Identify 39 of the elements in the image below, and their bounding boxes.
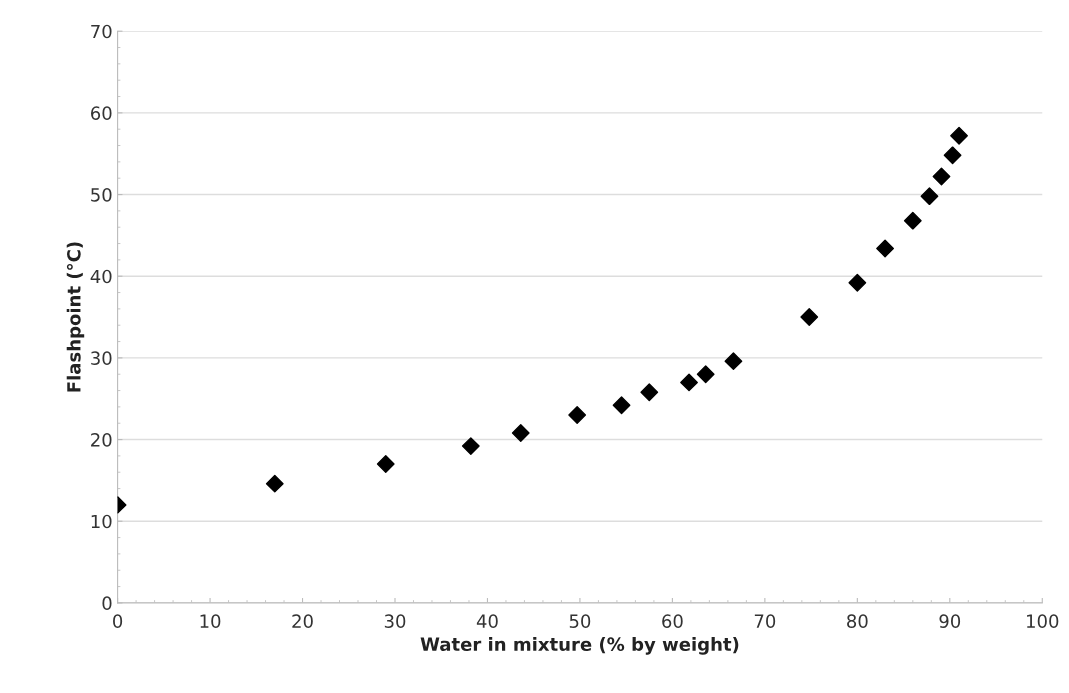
y-tick-label: 20 xyxy=(91,433,112,447)
y-tick-label: 10 xyxy=(91,514,112,529)
point xyxy=(800,308,819,326)
point xyxy=(876,239,894,258)
point xyxy=(943,146,962,165)
y-tick-label: 30 xyxy=(91,351,112,365)
x-tick-label: 70 xyxy=(754,614,776,628)
point xyxy=(568,406,587,424)
y-tick-label: 40 xyxy=(90,269,112,284)
x-axis-title: Water in mixture (% by weight) xyxy=(420,637,739,655)
point xyxy=(265,474,284,493)
point xyxy=(612,396,631,415)
x-tick-label: 80 xyxy=(847,614,868,628)
x-tick-label: 0 xyxy=(113,614,123,628)
x-tick-label: 90 xyxy=(939,614,961,628)
x-tick-label: 30 xyxy=(384,614,406,628)
x-tick-label: 100 xyxy=(1027,614,1059,628)
x-tick-label: 40 xyxy=(476,614,498,628)
x-tick-label: 20 xyxy=(292,614,313,628)
point xyxy=(376,455,395,473)
point xyxy=(696,365,715,384)
y-tick-label: 60 xyxy=(91,106,112,120)
point xyxy=(848,273,867,292)
point xyxy=(724,352,743,371)
point xyxy=(511,424,530,442)
x-tick-label: 50 xyxy=(569,614,591,628)
y-axis-title: Flashpoint (°C) xyxy=(66,242,85,392)
point xyxy=(932,167,951,186)
point xyxy=(950,126,968,145)
point xyxy=(920,187,939,206)
x-tick-label: 10 xyxy=(200,614,221,628)
point xyxy=(680,373,698,392)
point xyxy=(903,211,922,230)
point xyxy=(461,437,480,456)
y-tick-label: 0 xyxy=(102,596,112,611)
x-tick-label: 60 xyxy=(662,614,683,628)
y-tick-label: 70 xyxy=(91,24,112,39)
y-tick-label: 50 xyxy=(91,187,112,202)
point xyxy=(640,383,659,402)
